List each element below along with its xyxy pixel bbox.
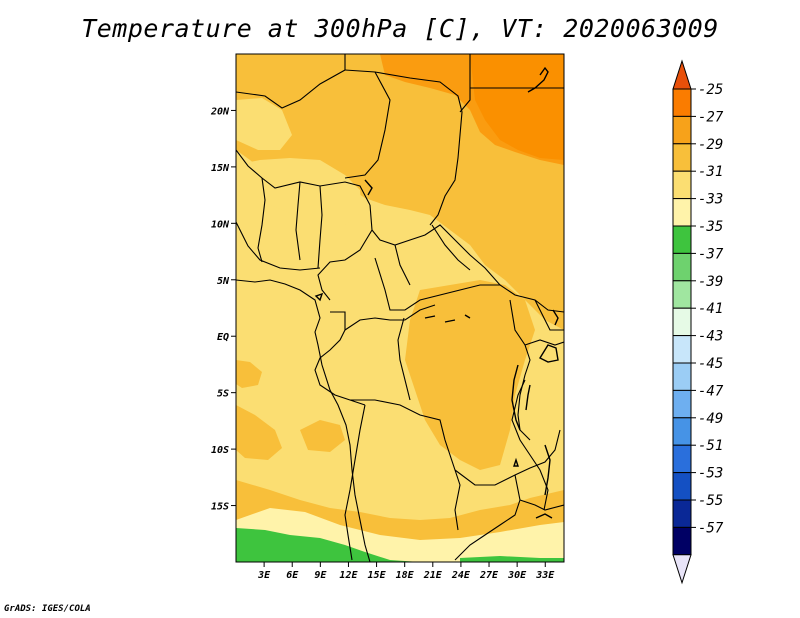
colorbar-label: -39: [698, 274, 723, 290]
colorbar-swatch: [672, 170, 692, 200]
colorbar-label: -55: [698, 493, 723, 509]
colorbar-swatch: [672, 389, 692, 419]
lakes: [314, 66, 559, 519]
colorbar-swatch: [672, 526, 692, 556]
field-westcoast-light: [236, 98, 292, 150]
lat-tick-label: 15N: [211, 163, 230, 174]
lon-tick-label: 3E: [257, 570, 271, 581]
colorbar-swatch: [672, 444, 692, 474]
colorbar-swatch: [672, 252, 692, 282]
colorbar-swatch: [672, 143, 692, 172]
colorbar-swatch: [672, 362, 692, 391]
lat-tick-label: 5S: [217, 389, 229, 400]
colorbar-label: -29: [698, 137, 723, 153]
colorbar-label: -41: [698, 301, 723, 317]
lat-tick-label: 20N: [210, 106, 230, 117]
lon-tick-label: 24E: [451, 570, 471, 581]
colorbar-swatch: [672, 417, 692, 446]
lat-tick-label: 10S: [211, 445, 229, 456]
lon-tick-label: 21E: [423, 570, 443, 581]
colorbar-swatch: [672, 115, 692, 145]
colorbar-label: -43: [698, 329, 723, 345]
field-south-green-b: [460, 556, 564, 562]
colorbar-label: -37: [698, 246, 724, 262]
country-boundaries: [236, 54, 564, 562]
lon-tick-label: 30E: [507, 570, 527, 581]
lon-tick-label: 33E: [535, 570, 555, 581]
lat-tick-label: 5N: [217, 276, 230, 287]
lat-tick-label: 15S: [211, 502, 229, 513]
map-title: Temperature at 300hPa [C], VT: 202006300…: [81, 14, 719, 43]
colorbar-label: -53: [698, 466, 723, 482]
map-panel: [235, 53, 565, 563]
colorbar-swatch: [672, 335, 692, 364]
field-south-green: [236, 528, 420, 562]
colorbar: -25 -27 -29 -31 -33 -35 -37 -39 -41 -43 -45 -47 -49 -…: [672, 59, 724, 585]
lat-tick-label: 10N: [211, 219, 230, 230]
longitude-axis: 3E 6E 9E 12E 15E 18E 21E 24E 27E 30E 33E: [257, 562, 555, 581]
colorbar-swatch: [672, 198, 692, 227]
latitude-axis: 20N 15N 10N 5N EQ 5S 10S 15S: [210, 106, 236, 513]
colorbar-label: -33: [698, 192, 723, 208]
colorbar-label: -45: [698, 356, 723, 372]
credit-label: GrADS: IGES/COLA: [4, 604, 91, 614]
field-atlantic-warm-a: [236, 405, 282, 460]
field-atlantic-warm-b: [300, 420, 345, 452]
colorbar-bottom-arrow: [672, 554, 692, 585]
colorbar-label: -31: [698, 164, 723, 180]
colorbar-swatch: [672, 225, 692, 254]
colorbar-top-arrow: [672, 59, 692, 90]
lon-tick-label: 12E: [339, 570, 358, 581]
lat-tick-label: EQ: [217, 332, 229, 343]
lon-tick-label: 6E: [286, 570, 299, 581]
colorbar-label: -57: [698, 520, 724, 536]
colorbar-swatch: [672, 472, 692, 501]
colorbar-swatch: [672, 499, 692, 528]
lon-tick-label: 27E: [479, 570, 499, 581]
lon-tick-label: 15E: [368, 570, 387, 581]
map-frame: [235, 53, 565, 563]
colorbar-swatch: [672, 280, 692, 309]
field-northeast-hotter: [470, 54, 564, 160]
colorbar-label: -35: [698, 219, 723, 235]
colorbar-label: -47: [698, 383, 724, 399]
field-congo-warm: [405, 280, 535, 470]
colorbar-label: -27: [698, 109, 724, 125]
colorbar-swatch: [672, 88, 692, 117]
colorbar-swatch: [672, 307, 692, 337]
field-atlantic-warm-c: [236, 360, 262, 388]
colorbar-label: -51: [698, 438, 723, 454]
lon-tick-label: 18E: [396, 570, 415, 581]
colorbar-label: -25: [698, 82, 723, 98]
lon-tick-label: 9E: [314, 570, 327, 581]
colorbar-label: -49: [698, 411, 723, 427]
